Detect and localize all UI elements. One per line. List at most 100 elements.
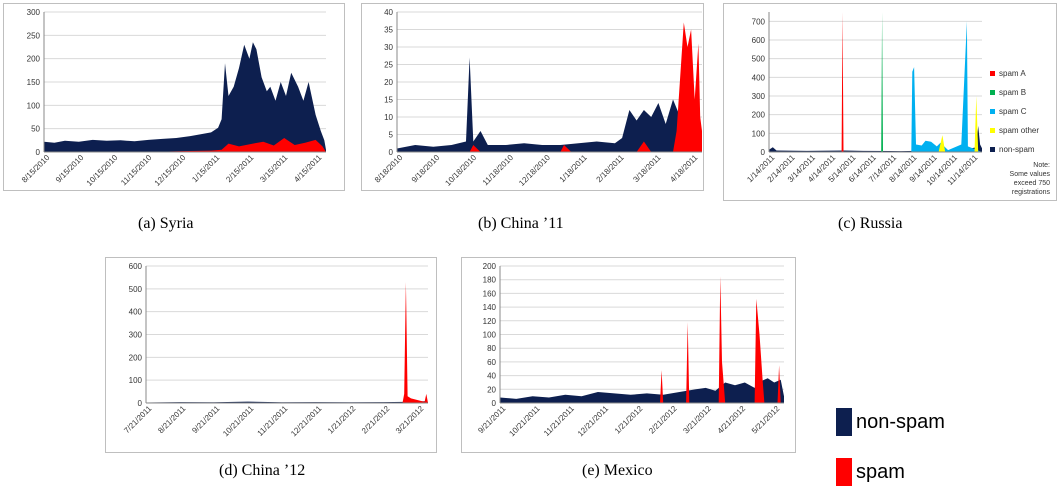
legend-label-nonspam: non-spam [856,410,945,433]
y-tick-label: 250 [27,31,41,40]
y-tick-label: 0 [492,399,497,408]
x-tick-label: 12/18/2010 [517,153,552,188]
x-tick-label: 4/15/2011 [292,153,323,184]
legend-swatch-spam-c [990,109,995,114]
y-tick-label: 35 [384,26,393,35]
legend-spam-other: spam other [990,126,1039,135]
russia-note-line2: Some values [1009,171,1050,178]
x-tick-label: 3/18/2011 [631,153,662,184]
y-tick-label: 10 [384,113,393,122]
y-tick-label: 500 [129,285,143,294]
x-tick-label: 12/21/2011 [576,404,611,439]
legend-swatch-spam [836,458,852,486]
chart-panel-china11: 0 5 10 15 20 25 30 35 40 8/18/2010 9/18/2010 10/18/… [361,3,704,191]
x-tick-label: 9/15/2010 [54,153,86,185]
caption-china12: (d) China ’12 [219,462,306,479]
x-tick-label: 1/18/2011 [558,153,589,184]
legend-non-spam: non-spam [990,145,1035,154]
x-tick-label: 2/21/2012 [360,404,392,436]
y-tick-label: 25 [384,61,393,70]
series-area-spamA [769,12,982,152]
series-area-spam [146,282,428,403]
y-tick-label: 80 [487,344,496,353]
x-tick-label: 9/21/2011 [190,404,221,435]
y-tick-label: 40 [384,8,393,17]
x-tick-label: 8/18/2010 [373,153,405,185]
x-tick-label: 3/15/2011 [258,153,289,184]
legend-nonspam: non-spam [836,408,945,436]
x-tick-label: 2/15/2011 [224,153,255,184]
legend-spam: spam [836,458,905,486]
x-tick-label: 11/21/2011 [542,404,576,438]
x-tick-label: 8/15/2010 [20,153,52,185]
x-tick-label: 1/21/2012 [613,404,645,436]
y-tick-label: 100 [752,129,766,138]
legend-spam-b: spam B [990,88,1026,97]
y-tick-label: 160 [483,289,497,298]
legend-label-spam-c: spam C [999,107,1027,116]
caption-china11: (b) China ’11 [478,215,564,232]
y-tick-label: 100 [27,101,41,110]
x-tick-label: 9/18/2010 [410,153,442,185]
russia-note-line3: exceed 750 [1013,180,1050,187]
y-tick-label: 60 [487,358,496,367]
series-area-spamOther [769,96,979,152]
x-tick-label: 12/15/2010 [153,153,188,188]
x-tick-label: 10/21/2011 [507,404,542,439]
y-tick-label: 200 [27,55,41,64]
y-tick-label: 0 [389,148,394,157]
legend-label-spam-b: spam B [999,88,1027,97]
chart-panel-syria: 0 50 100 150 200 250 300 8/15/2010 9/15/2010 10/1… [3,3,345,191]
legend-spam-c: spam C [990,107,1027,116]
x-tick-label: 1/21/2012 [326,404,358,436]
x-tick-label: 5/21/2012 [750,404,782,436]
legend-spam-a: spam A [990,69,1026,78]
y-tick-label: 50 [31,125,40,134]
y-tick-label: 0 [36,148,41,157]
legend-label-non-spam: non-spam [999,145,1035,154]
y-tick-label: 100 [129,376,143,385]
x-tick-label: 9/21/2011 [476,404,507,435]
y-tick-label: 180 [483,276,497,285]
x-tick-label: 4/18/2011 [668,153,699,184]
chart-panel-china12: 0 100 200 300 400 500 600 7/21/2011 8/21/2011 9/2… [105,257,437,453]
y-tick-label: 0 [761,148,766,157]
chart-russia: 01002003004005006007001/14/20112/14/2011… [745,12,982,187]
x-tick-label: 11/15/2010 [119,153,154,188]
y-tick-label: 400 [752,73,766,82]
x-tick-label: 12/21/2011 [289,404,324,439]
y-tick-label: 5 [389,131,394,140]
y-tick-label: 15 [384,96,393,105]
x-tick-label: 10/21/2011 [221,404,256,439]
legend-label-spam-other: spam other [999,126,1040,135]
series-area-spamB [769,12,982,152]
series-area-nonspam [397,57,702,152]
x-tick-label: 1/15/2011 [190,153,221,184]
legend-swatch-nonspam [836,408,852,436]
y-tick-label: 120 [483,317,497,326]
series-area-nonspam [500,378,784,403]
chart-panel-russia: 0 100 200 300 400 500 600 700 1/14/2011 2/14/2011… [723,3,1057,201]
y-tick-label: 100 [483,331,497,340]
chart-china11: 0 5 10 15 20 25 30 35 40 8/18/2010 9/18/2010 10/18/… [373,8,702,188]
legend-label-spam: spam [856,460,905,483]
x-tick-label: 11/18/2010 [481,153,516,188]
legend-label-spam-a: spam A [999,69,1026,78]
caption-syria: (a) Syria [138,215,194,232]
russia-note-line4: registrations [1011,189,1050,196]
y-tick-label: 500 [752,55,766,64]
y-tick-label: 40 [487,372,496,381]
x-tick-label: 7/21/2011 [122,404,153,435]
y-tick-label: 200 [129,353,143,362]
y-tick-label: 300 [129,331,143,340]
series-area-nonspam [769,125,982,152]
legend-swatch-spam-a [990,71,995,76]
x-tick-label: 2/21/2012 [647,404,679,436]
x-tick-label: 3/21/2012 [394,404,426,436]
y-tick-label: 400 [129,308,143,317]
chart-china12: 0 100 200 300 400 500 600 7/21/2011 8/21/2011 9/2… [122,262,428,439]
y-tick-label: 600 [752,36,766,45]
x-tick-label: 10/18/2010 [443,153,478,188]
y-tick-label: 20 [384,78,393,87]
legend-swatch-spam-b [990,90,995,95]
